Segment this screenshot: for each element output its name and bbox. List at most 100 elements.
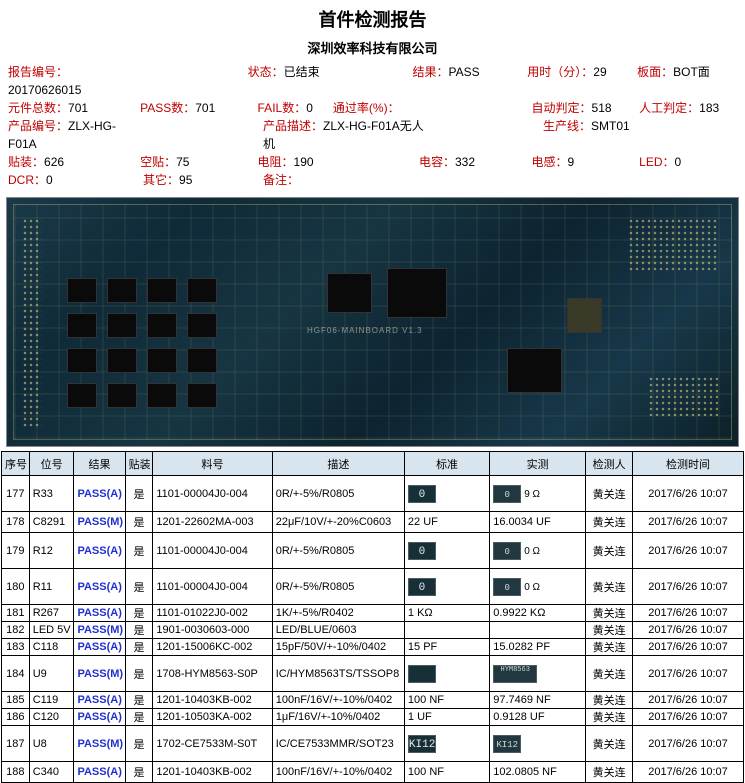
- cell-seq: 187: [2, 726, 30, 762]
- std-thumb: KI12: [408, 735, 436, 753]
- cell-mount: 是: [125, 512, 153, 533]
- cell-pos: C119: [29, 692, 74, 709]
- table-row: 183C118PASS(A)是1201-15006KC-00215pF/50V/…: [2, 639, 744, 656]
- cell-standard: 0: [404, 569, 489, 605]
- cell-time: 2017/6/26 10:07: [633, 533, 744, 569]
- table-header-row: 序号 位号 结果 贴装 料号 描述 标准 实测 检测人 检测时间: [2, 452, 744, 476]
- cell-time: 2017/6/26 10:07: [633, 656, 744, 692]
- std-thumb: 0: [408, 485, 436, 503]
- cell-part: 1201-15006KC-002: [153, 639, 272, 656]
- meta-label: 贴装：: [8, 155, 44, 169]
- table-row: 179R12PASS(A)是1101-00004J0-0040R/+-5%/R0…: [2, 533, 744, 569]
- cell-result: PASS(M): [74, 726, 125, 762]
- cell-result: PASS(A): [74, 692, 125, 709]
- cell-pos: C120: [29, 709, 74, 726]
- col-act: 实测: [490, 452, 586, 476]
- cell-standard: [404, 622, 489, 639]
- meta-value: 332: [455, 155, 475, 169]
- meta-row-5: DCR：0 其它：95 备注：: [8, 171, 737, 189]
- cell-time: 2017/6/26 10:07: [633, 709, 744, 726]
- cell-part: 1101-00004J0-004: [153, 569, 272, 605]
- cell-part: 1101-01022J0-002: [153, 605, 272, 622]
- cell-inspector: 黄关连: [586, 656, 633, 692]
- col-std: 标准: [404, 452, 489, 476]
- cell-mount: 是: [125, 605, 153, 622]
- cell-actual: 16.0034 UF: [490, 512, 586, 533]
- cell-time: 2017/6/26 10:07: [633, 726, 744, 762]
- cell-part: 1201-22602MA-003: [153, 512, 272, 533]
- cell-result: PASS(A): [74, 569, 125, 605]
- meta-label: LED：: [639, 155, 674, 169]
- cell-seq: 178: [2, 512, 30, 533]
- cell-mount: 是: [125, 569, 153, 605]
- cell-seq: 179: [2, 533, 30, 569]
- cell-desc: 1μF/16V/+-10%/0402: [272, 709, 404, 726]
- meta-row-3: 产品编号：ZLX-HG-F01A 产品描述：ZLX-HG-F01A无人机 生产线…: [8, 117, 737, 153]
- meta-label: 电感：: [532, 155, 568, 169]
- cell-actual: 00 Ω: [490, 569, 586, 605]
- cell-inspector: 黄关连: [586, 709, 633, 726]
- meta-value: 0: [46, 173, 53, 187]
- meta-label: 自动判定：: [532, 101, 592, 115]
- meta-label: 产品描述：: [263, 119, 323, 133]
- meta-label: 板面：: [637, 65, 673, 79]
- meta-value: 95: [179, 173, 192, 187]
- meta-label: 结果：: [412, 65, 448, 79]
- cell-mount: 是: [125, 656, 153, 692]
- cell-desc: LED/BLUE/0603: [272, 622, 404, 639]
- act-thumb: 0: [493, 542, 521, 560]
- cell-time: 2017/6/26 10:07: [633, 512, 744, 533]
- meta-value: 0: [306, 101, 313, 115]
- cell-pos: R11: [29, 569, 74, 605]
- cell-seq: 186: [2, 709, 30, 726]
- meta-label: 电阻：: [258, 155, 294, 169]
- cell-time: 2017/6/26 10:07: [633, 639, 744, 656]
- meta-label: 空贴：: [140, 155, 176, 169]
- meta-label: 状态：: [248, 65, 284, 79]
- table-row: 182LED 5VPASS(M)是1901-0030603-000LED/BLU…: [2, 622, 744, 639]
- table-row: 185C119PASS(A)是1201-10403KB-002100nF/16V…: [2, 692, 744, 709]
- cell-seq: 185: [2, 692, 30, 709]
- cell-seq: 180: [2, 569, 30, 605]
- meta-row-2: 元件总数：701 PASS数：701 FAIL数：0 通过率(%)： 自动判定：…: [8, 99, 737, 117]
- meta-value: 183: [699, 101, 719, 115]
- cell-inspector: 黄关连: [586, 533, 633, 569]
- cell-result: PASS(M): [74, 622, 125, 639]
- cell-inspector: 黄关连: [586, 476, 633, 512]
- meta-label: FAIL数：: [258, 101, 307, 115]
- meta-label: DCR：: [8, 173, 46, 187]
- meta-value: 75: [176, 155, 189, 169]
- meta-label: 产品编号：: [8, 119, 68, 133]
- table-row: 186C120PASS(A)是1201-10503KA-0021μF/16V/+…: [2, 709, 744, 726]
- cell-mount: 是: [125, 709, 153, 726]
- cell-pos: U9: [29, 656, 74, 692]
- cell-result: PASS(A): [74, 605, 125, 622]
- cell-result: PASS(A): [74, 762, 125, 783]
- col-desc: 描述: [272, 452, 404, 476]
- cell-actual: [490, 622, 586, 639]
- cell-mount: 是: [125, 639, 153, 656]
- cell-desc: 1K/+-5%/R0402: [272, 605, 404, 622]
- cell-actual: 0.9922 KΩ: [490, 605, 586, 622]
- cell-time: 2017/6/26 10:07: [633, 476, 744, 512]
- cell-actual: HYM8563: [490, 656, 586, 692]
- meta-value: 20170626015: [8, 83, 81, 97]
- cell-inspector: 黄关连: [586, 639, 633, 656]
- meta-row-4: 贴装：626 空贴：75 电阻：190 电容：332 电感：9 LED：0: [8, 153, 737, 171]
- cell-inspector: 黄关连: [586, 622, 633, 639]
- cell-time: 2017/6/26 10:07: [633, 569, 744, 605]
- table-row: 188C340PASS(A)是1201-10403KB-002100nF/16V…: [2, 762, 744, 783]
- cell-actual: 15.0282 PF: [490, 639, 586, 656]
- meta-label: 通过率(%)：: [333, 101, 400, 115]
- act-thumb: KI12: [493, 735, 521, 753]
- cell-inspector: 黄关连: [586, 692, 633, 709]
- cell-desc: 15pF/50V/+-10%/0402: [272, 639, 404, 656]
- cell-seq: 182: [2, 622, 30, 639]
- meta-row-1: 报告编号：20170626015 状态：已结束 结果：PASS 用时（分）：29…: [8, 63, 737, 99]
- table-row: 187U8PASS(M)是1702-CE7533M-S0TIC/CE7533MM…: [2, 726, 744, 762]
- col-res: 结果: [74, 452, 125, 476]
- cell-part: 1708-HYM8563-S0P: [153, 656, 272, 692]
- cell-standard: 22 UF: [404, 512, 489, 533]
- cell-result: PASS(A): [74, 476, 125, 512]
- cell-inspector: 黄关连: [586, 512, 633, 533]
